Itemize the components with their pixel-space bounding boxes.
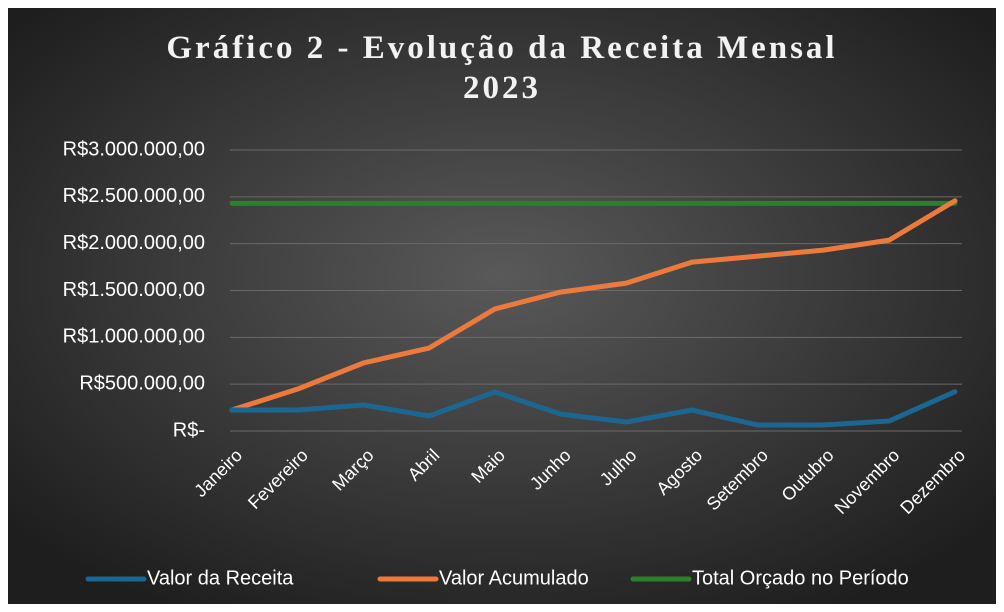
legend-label: Valor Acumulado [439,567,589,589]
y-tick-label: R$1.000.000,00 [63,326,205,348]
chart-title: Gráfico 2 - Evolução da Receita Mensal 2… [166,30,838,106]
line-series [229,389,958,428]
line-series [229,198,958,413]
y-tick-label: R$- [173,419,205,441]
y-tick-label: R$2.000.000,00 [63,232,205,254]
y-tick-label: R$2.500.000,00 [63,185,205,207]
legend-label: Total Orçado no Período [692,567,909,589]
y-tick-label: R$500.000,00 [79,372,205,394]
y-tick-label: R$3.000.000,00 [63,138,205,160]
legend-label: Valor da Receita [147,567,294,589]
y-tick-label: R$1.500.000,00 [63,279,205,301]
